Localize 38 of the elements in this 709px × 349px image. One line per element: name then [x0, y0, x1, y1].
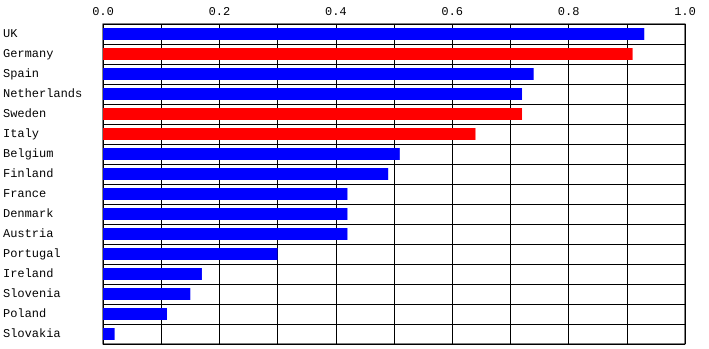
y-tick-label: Ireland — [3, 267, 54, 281]
bar — [103, 268, 202, 280]
y-tick-label: Spain — [3, 67, 40, 81]
y-tick-label: Belgium — [3, 147, 54, 161]
y-tick-label: Slovakia — [3, 327, 61, 341]
x-tick-label: 0.4 — [324, 5, 347, 19]
y-tick-label: Finland — [3, 167, 54, 181]
bar — [103, 68, 534, 80]
x-tick-label: 0.0 — [92, 5, 114, 19]
bar — [103, 28, 644, 40]
y-tick-label: France — [3, 187, 46, 201]
bar — [103, 148, 400, 160]
bar — [103, 328, 115, 340]
x-tick-label: 0.2 — [208, 5, 230, 19]
x-tick-label: 1.0 — [674, 5, 696, 19]
bar — [103, 308, 168, 320]
bar — [103, 248, 278, 260]
bar — [103, 88, 522, 100]
y-tick-label: UK — [3, 27, 18, 41]
bar — [103, 228, 348, 240]
bar — [103, 108, 522, 120]
bar — [103, 188, 348, 200]
y-tick-label: Sweden — [3, 107, 46, 121]
bar — [103, 48, 633, 60]
bar — [103, 168, 388, 180]
y-tick-label: Portugal — [3, 247, 61, 261]
y-tick-label: Poland — [3, 307, 46, 321]
y-tick-label: Italy — [3, 127, 40, 141]
bar — [103, 128, 476, 140]
y-tick-label: Netherlands — [3, 87, 82, 101]
y-tick-label: Denmark — [3, 207, 54, 221]
x-tick-label: 0.6 — [441, 5, 464, 19]
y-tick-label: Austria — [3, 227, 54, 241]
y-tick-label: Slovenia — [3, 287, 61, 301]
x-tick-label: 0.8 — [558, 5, 580, 19]
y-tick-label: Germany — [3, 47, 54, 61]
bar — [103, 288, 190, 300]
bar — [103, 208, 348, 220]
